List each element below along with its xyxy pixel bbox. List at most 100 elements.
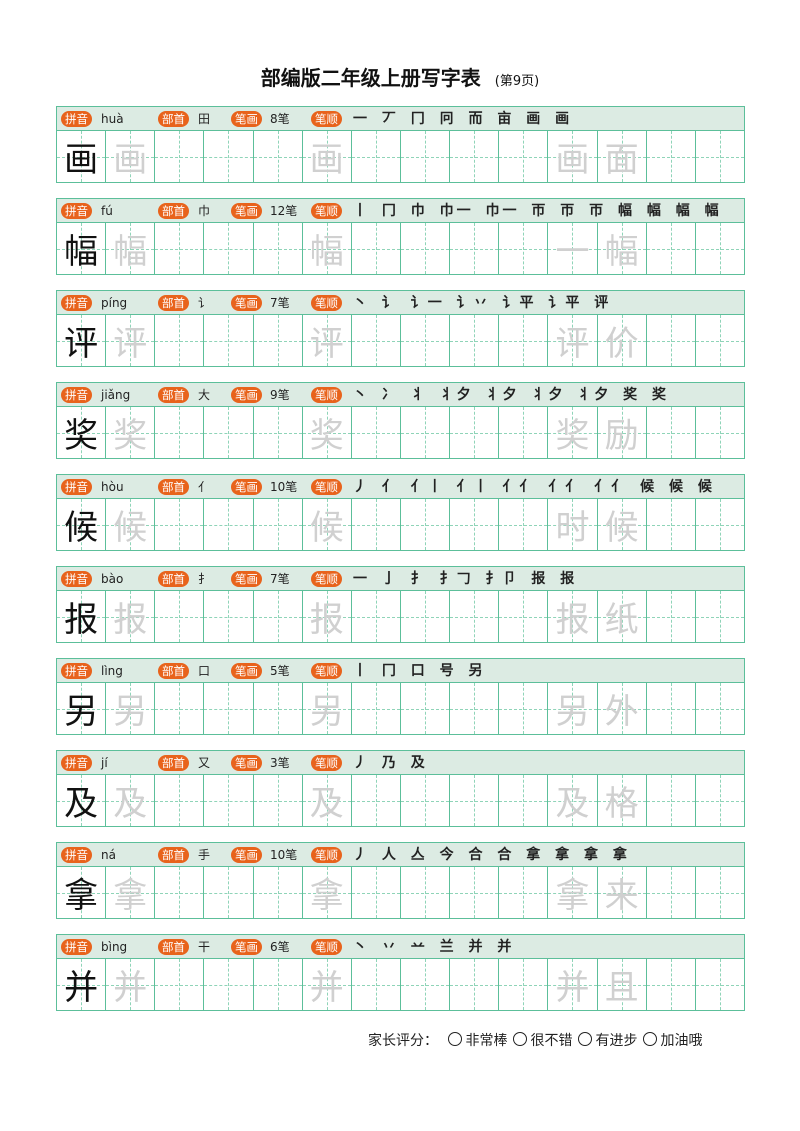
writing-cell[interactable] [154, 591, 204, 642]
writing-cell[interactable] [350, 775, 401, 826]
writing-cell[interactable]: 纸 [596, 591, 646, 642]
writing-cell[interactable] [399, 775, 450, 826]
writing-cell[interactable] [449, 499, 499, 550]
writing-cell[interactable] [399, 959, 450, 1010]
writing-cell[interactable]: 幅 [301, 223, 351, 274]
writing-cell[interactable] [350, 131, 401, 182]
writing-cell[interactable]: 画 [547, 131, 597, 182]
writing-cell[interactable]: 及 [105, 775, 155, 826]
writing-cell[interactable]: 价 [596, 315, 646, 366]
writing-cell[interactable] [203, 499, 253, 550]
writing-cell[interactable] [154, 407, 204, 458]
writing-cell[interactable] [154, 867, 204, 918]
writing-cell[interactable] [645, 223, 695, 274]
writing-cell[interactable]: 奖 [547, 407, 597, 458]
writing-cell[interactable] [645, 499, 695, 550]
writing-cell[interactable]: 候 [596, 499, 646, 550]
writing-cell[interactable] [154, 959, 204, 1010]
writing-cell[interactable]: 及 [547, 775, 597, 826]
writing-cell[interactable]: 报 [57, 591, 106, 642]
writing-cell[interactable] [498, 499, 548, 550]
writing-cell[interactable]: 奖 [57, 407, 106, 458]
writing-cell[interactable]: 另 [547, 683, 597, 734]
rating-radio[interactable] [513, 1032, 528, 1046]
writing-cell[interactable] [203, 867, 253, 918]
writing-cell[interactable]: 幅 [105, 223, 155, 274]
writing-cell[interactable] [203, 131, 253, 182]
writing-cell[interactable]: 报 [547, 591, 597, 642]
rating-option[interactable]: 很不错 [530, 1033, 573, 1049]
writing-cell[interactable] [399, 867, 450, 918]
writing-cell[interactable] [498, 591, 548, 642]
writing-cell[interactable] [154, 499, 204, 550]
writing-cell[interactable]: 及 [301, 775, 351, 826]
writing-cell[interactable] [154, 223, 204, 274]
writing-cell[interactable] [399, 223, 450, 274]
writing-cell[interactable] [645, 867, 695, 918]
writing-cell[interactable]: 评 [105, 315, 155, 366]
writing-cell[interactable] [350, 591, 401, 642]
writing-cell[interactable]: 另 [105, 683, 155, 734]
writing-cell[interactable] [350, 867, 401, 918]
writing-cell[interactable] [449, 775, 499, 826]
writing-cell[interactable] [350, 959, 401, 1010]
rating-option[interactable]: 有进步 [595, 1033, 638, 1049]
writing-cell[interactable]: 励 [596, 407, 646, 458]
writing-cell[interactable] [449, 223, 499, 274]
writing-cell[interactable] [498, 683, 548, 734]
writing-cell[interactable]: 奖 [105, 407, 155, 458]
writing-cell[interactable]: 画 [57, 131, 106, 182]
writing-cell[interactable] [154, 775, 204, 826]
writing-cell[interactable] [498, 131, 548, 182]
writing-cell[interactable] [399, 131, 450, 182]
writing-cell[interactable]: 并 [547, 959, 597, 1010]
writing-cell[interactable]: 候 [57, 499, 106, 550]
writing-cell[interactable]: 时 [547, 499, 597, 550]
writing-cell[interactable] [645, 591, 695, 642]
writing-cell[interactable] [399, 591, 450, 642]
writing-cell[interactable]: 画 [301, 131, 351, 182]
writing-cell[interactable]: 另 [301, 683, 351, 734]
writing-cell[interactable] [449, 591, 499, 642]
writing-cell[interactable] [498, 867, 548, 918]
writing-cell[interactable] [399, 315, 450, 366]
writing-cell[interactable] [399, 683, 450, 734]
writing-cell[interactable]: 另 [57, 683, 106, 734]
writing-cell[interactable] [252, 131, 302, 182]
writing-cell[interactable] [694, 867, 745, 918]
writing-cell[interactable]: 报 [105, 591, 155, 642]
writing-cell[interactable] [645, 407, 695, 458]
writing-cell[interactable] [154, 315, 204, 366]
writing-cell[interactable] [350, 223, 401, 274]
rating-radio[interactable] [448, 1032, 463, 1046]
writing-cell[interactable] [154, 131, 204, 182]
writing-cell[interactable] [203, 591, 253, 642]
writing-cell[interactable] [645, 959, 695, 1010]
writing-cell[interactable] [498, 315, 548, 366]
rating-option[interactable]: 加油哦 [660, 1033, 703, 1049]
rating-radio[interactable] [578, 1032, 593, 1046]
writing-cell[interactable]: 外 [596, 683, 646, 734]
rating-option[interactable]: 非常棒 [465, 1033, 508, 1049]
writing-cell[interactable] [449, 407, 499, 458]
writing-cell[interactable] [252, 499, 302, 550]
writing-cell[interactable]: 评 [547, 315, 597, 366]
writing-cell[interactable] [449, 683, 499, 734]
writing-cell[interactable]: 及 [57, 775, 106, 826]
writing-cell[interactable]: 且 [596, 959, 646, 1010]
writing-cell[interactable] [252, 591, 302, 642]
writing-cell[interactable]: 面 [596, 131, 646, 182]
writing-cell[interactable] [694, 315, 745, 366]
writing-cell[interactable]: 幅 [57, 223, 106, 274]
writing-cell[interactable] [694, 407, 745, 458]
writing-cell[interactable] [203, 775, 253, 826]
writing-cell[interactable]: 报 [301, 591, 351, 642]
writing-cell[interactable] [350, 407, 401, 458]
writing-cell[interactable] [350, 315, 401, 366]
writing-cell[interactable]: 评 [57, 315, 106, 366]
writing-cell[interactable] [399, 499, 450, 550]
writing-cell[interactable] [203, 223, 253, 274]
writing-cell[interactable] [645, 775, 695, 826]
writing-cell[interactable] [498, 407, 548, 458]
writing-cell[interactable] [498, 223, 548, 274]
